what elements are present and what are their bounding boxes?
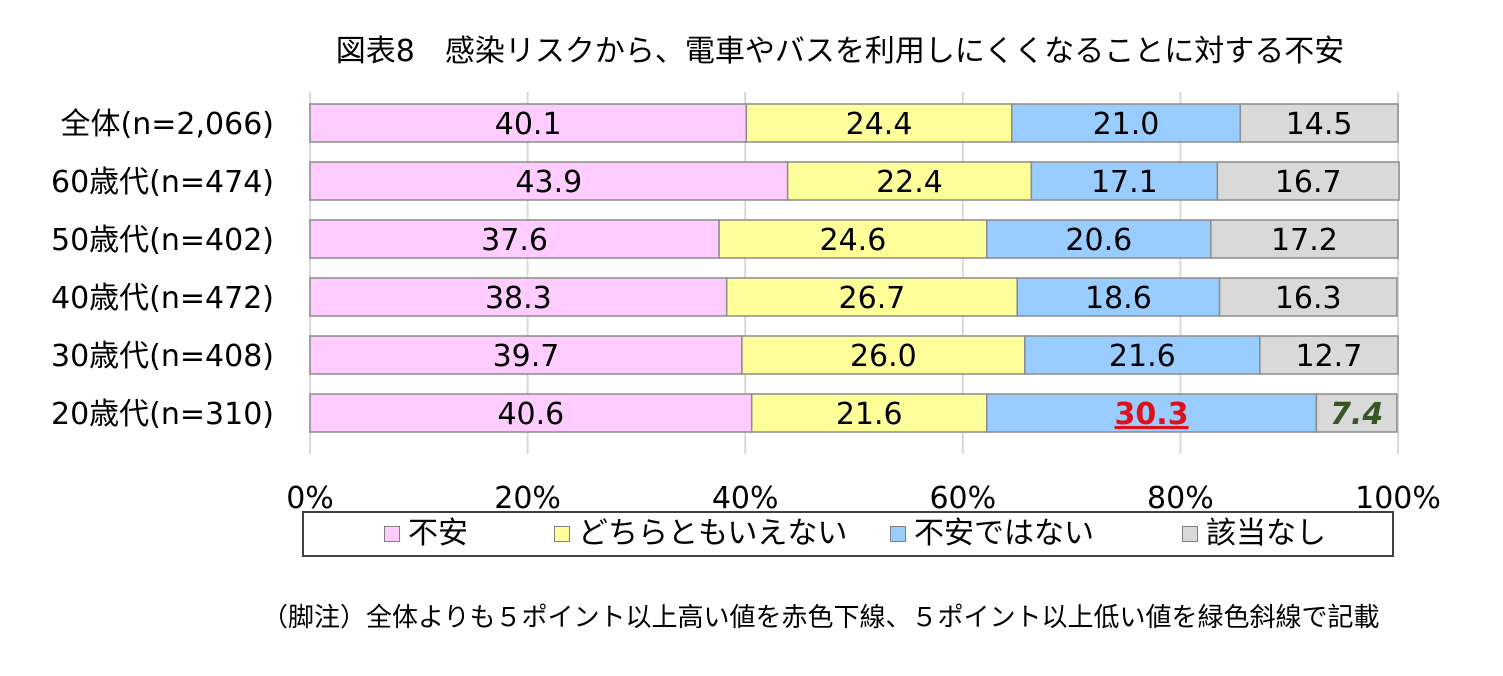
data-label: 12.7 bbox=[1296, 339, 1363, 374]
data-label: 17.2 bbox=[1271, 223, 1338, 258]
legend: 不安 どちらともいえない 不安ではない 該当なし bbox=[302, 511, 1394, 557]
legend-label: 不安 bbox=[408, 516, 468, 551]
bar-segment bbox=[718, 219, 988, 259]
data-label: 18.6 bbox=[1085, 281, 1152, 316]
data-label: 40.6 bbox=[497, 397, 564, 432]
legend-item: どちらともいえない bbox=[554, 513, 847, 555]
bar-segment bbox=[309, 393, 753, 433]
x-tick-label: 100% bbox=[1355, 481, 1441, 516]
category-label: 20歳代(n=310) bbox=[51, 397, 274, 432]
x-tick-label: 80% bbox=[1147, 481, 1214, 516]
bar-segment bbox=[1011, 103, 1241, 143]
legend-swatch bbox=[384, 526, 400, 542]
bar-segment bbox=[786, 161, 1033, 201]
chart-title: 図表8 感染リスクから、電車やバスを利用しにくくなることに対する不安 bbox=[335, 34, 1345, 69]
legend-item: 不安ではない bbox=[890, 513, 1094, 555]
data-label: 14.5 bbox=[1286, 107, 1353, 142]
data-label: 7.4 bbox=[1330, 397, 1383, 432]
data-label: 39.7 bbox=[493, 339, 560, 374]
data-label: 22.4 bbox=[876, 165, 943, 200]
bar-segment bbox=[750, 393, 988, 433]
data-label: 43.9 bbox=[515, 165, 582, 200]
data-label: 40.1 bbox=[495, 107, 562, 142]
bar-segment bbox=[309, 335, 743, 375]
data-label: 21.0 bbox=[1093, 107, 1160, 142]
gridlines bbox=[309, 92, 1399, 454]
data-label: 38.3 bbox=[485, 281, 552, 316]
data-label: 21.6 bbox=[836, 397, 903, 432]
legend-swatch bbox=[1182, 526, 1198, 542]
bar-segment bbox=[1315, 393, 1398, 433]
data-label: 24.6 bbox=[820, 223, 887, 258]
bar-segment bbox=[309, 161, 789, 201]
bar-segment bbox=[985, 393, 1318, 433]
bar-segment bbox=[1030, 161, 1219, 201]
x-tick-label: 60% bbox=[929, 481, 996, 516]
legend-label: 該当なし bbox=[1206, 516, 1326, 551]
bar-segment bbox=[1210, 219, 1399, 259]
bar-segment bbox=[1259, 335, 1399, 375]
bars: 40.1 24.4 21.0 14.5 43.9 22.4 17.1 16.7 37.6 24.6… bbox=[309, 103, 1400, 433]
legend-label: どちらともいえない bbox=[578, 516, 848, 551]
data-label: 16.7 bbox=[1275, 165, 1342, 200]
bar-segment bbox=[1239, 103, 1399, 143]
bar-segment bbox=[1024, 335, 1261, 375]
bar-segment bbox=[1016, 277, 1221, 317]
legend-item: 不安 bbox=[384, 513, 468, 555]
bar-segment bbox=[745, 103, 1013, 143]
data-label: 21.6 bbox=[1109, 339, 1176, 374]
legend-label: 不安ではない bbox=[914, 516, 1094, 551]
bar-segment bbox=[1218, 277, 1398, 317]
category-labels: 全体(n=2,066) 60歳代(n=474) 50歳代(n=402) 40歳代(n=… bbox=[51, 107, 274, 432]
data-label: 30.3 bbox=[1115, 397, 1189, 432]
category-label: 40歳代(n=472) bbox=[51, 281, 274, 316]
x-tick-label: 0% bbox=[286, 481, 334, 516]
bar-segment bbox=[741, 335, 1026, 375]
bar-segment bbox=[985, 219, 1212, 259]
category-label: 全体(n=2,066) bbox=[61, 107, 274, 142]
legend-item: 該当なし bbox=[1182, 513, 1326, 555]
category-label: 30歳代(n=408) bbox=[51, 339, 274, 374]
data-label: 37.6 bbox=[481, 223, 548, 258]
data-label: 16.3 bbox=[1275, 281, 1342, 316]
x-tick-label: 20% bbox=[494, 481, 561, 516]
category-label: 60歳代(n=474) bbox=[51, 165, 274, 200]
legend-swatch bbox=[554, 526, 570, 542]
legend-swatch bbox=[890, 526, 906, 542]
x-tick-label: 40% bbox=[712, 481, 779, 516]
x-tick-labels: 0% 20% 40% 60% 80% 100% bbox=[286, 481, 1441, 516]
data-label: 17.1 bbox=[1091, 165, 1158, 200]
data-label: 24.4 bbox=[846, 107, 913, 142]
data-label: 26.0 bbox=[850, 339, 917, 374]
bar-segment bbox=[1216, 161, 1400, 201]
category-label: 50歳代(n=402) bbox=[51, 223, 274, 258]
data-label: 26.7 bbox=[839, 281, 906, 316]
bar-segment bbox=[309, 219, 720, 259]
footnote: （脚注）全体よりも５ポイント以上高い値を赤色下線、５ポイント以上低い値を緑色斜線… bbox=[262, 603, 1380, 633]
data-label: 20.6 bbox=[1065, 223, 1132, 258]
bar-segment bbox=[309, 277, 728, 317]
